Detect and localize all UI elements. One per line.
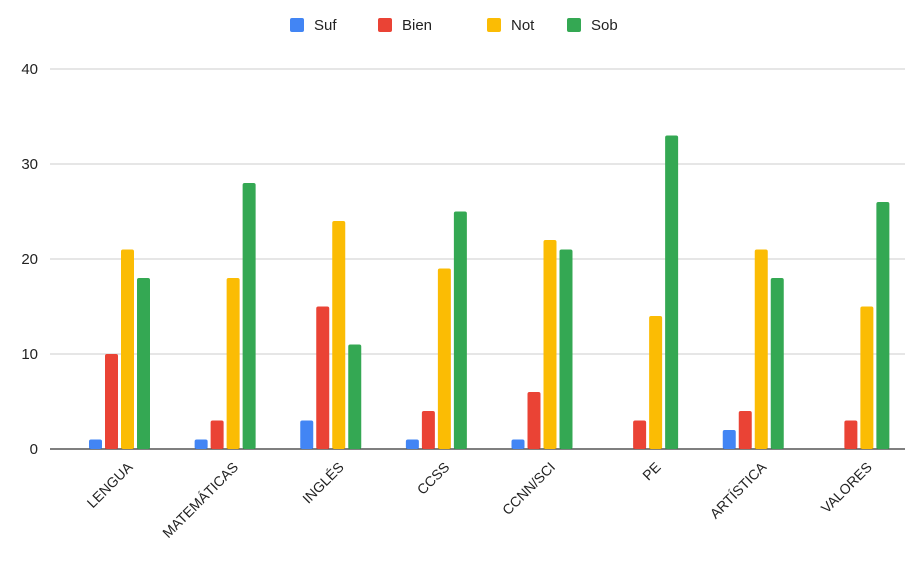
- bar-sob-5: [665, 135, 679, 449]
- bar-sob-4: [559, 249, 573, 449]
- x-category-label: ARTÍSTICA: [707, 458, 770, 521]
- legend-swatch-not: [487, 18, 501, 32]
- bar-not-3: [437, 268, 451, 449]
- legend-swatch-suf: [290, 18, 304, 32]
- x-category-label: MATEMÁTICAS: [159, 459, 241, 541]
- bar-suf-2: [300, 420, 314, 449]
- bar-not-1: [226, 278, 240, 449]
- bar-sob-1: [242, 183, 256, 449]
- y-tick-label: 10: [21, 346, 38, 363]
- y-axis-ticks: 0 10 20 30 40: [21, 61, 38, 458]
- bar-not-0: [121, 249, 134, 449]
- legend-label-sob: Sob: [591, 17, 618, 34]
- bar-suf-4: [511, 439, 525, 449]
- x-category-label: PE: [639, 459, 664, 484]
- legend-label-bien: Bien: [402, 17, 432, 34]
- bar-bien-5: [633, 420, 647, 449]
- y-tick-label: 40: [21, 61, 38, 78]
- x-category-label: VALORES: [818, 459, 875, 516]
- bar-bien-6: [738, 411, 752, 449]
- bar-not-5: [649, 316, 663, 449]
- y-tick-label: 20: [21, 251, 38, 268]
- x-category-label: INGLÉS: [299, 459, 347, 507]
- bar-sob-6: [770, 278, 784, 449]
- bar-suf-0: [89, 439, 102, 449]
- x-category-label: CCSS: [414, 459, 453, 498]
- bar-bien-7: [844, 420, 858, 449]
- bar-sob-2: [348, 344, 362, 449]
- bar-suf-3: [405, 439, 419, 449]
- x-axis-labels: LENGUA MATEMÁTICAS INGLÉS CCSS CCNN/SCI PE ART…: [84, 458, 875, 541]
- x-category-label: LENGUA: [84, 458, 136, 510]
- bar-not-4: [543, 240, 557, 449]
- bar-bien-1: [210, 420, 224, 449]
- legend-label-not: Not: [511, 17, 535, 34]
- bars: [89, 135, 890, 449]
- legend-swatch-bien: [378, 18, 392, 32]
- bar-bien-3: [421, 411, 435, 449]
- bar-not-7: [860, 306, 874, 449]
- bar-suf-6: [722, 430, 736, 449]
- y-tick-label: 0: [30, 441, 38, 458]
- bar-sob-3: [453, 211, 467, 449]
- bar-sob-0: [137, 278, 150, 449]
- legend-label-suf: Suf: [314, 17, 337, 34]
- legend-swatch-sob: [567, 18, 581, 32]
- bar-not-2: [332, 221, 346, 449]
- bar-bien-4: [527, 392, 541, 449]
- bar-sob-7: [876, 202, 890, 449]
- bar-bien-2: [316, 306, 330, 449]
- legend: Suf Bien Not Sob: [290, 17, 618, 34]
- bar-suf-1: [194, 439, 208, 449]
- x-category-label: CCNN/SCI: [499, 459, 558, 518]
- bar-bien-0: [105, 354, 118, 449]
- bar-not-6: [754, 249, 768, 449]
- y-tick-label: 30: [21, 156, 38, 173]
